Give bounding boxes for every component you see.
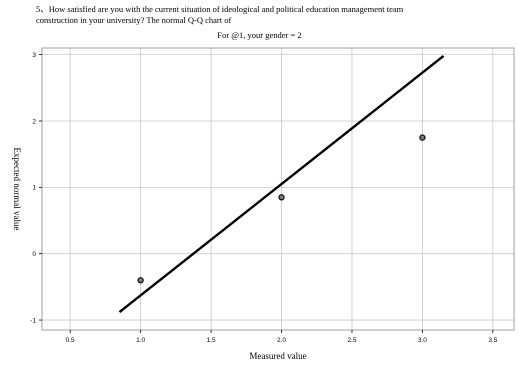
chart-title-line-2: construction in your university? The nor…: [36, 15, 232, 25]
y-tick-label: 2: [32, 118, 36, 125]
x-tick-label: 2.0: [277, 337, 286, 344]
x-axis-title: Measured value: [249, 351, 306, 361]
y-tick-label: 0: [32, 251, 36, 258]
x-tick-label: 2.5: [347, 337, 356, 344]
chart-subtitle: For @1, your gender = 2: [217, 30, 302, 40]
x-tick-label: 1.0: [136, 337, 145, 344]
x-tick-label: 0.5: [66, 337, 75, 344]
grid-layer: [42, 48, 514, 330]
x-tick-label: 3.0: [418, 337, 427, 344]
reference-line: [118, 55, 445, 314]
y-tick-label: -1: [30, 317, 36, 324]
y-tick-label: 3: [32, 52, 36, 59]
plot-frame: [41, 47, 515, 331]
data-point: [137, 277, 144, 284]
x-tick-label: 1.5: [207, 337, 216, 344]
chart-title-line-1: 5、How satisfied are you with the current…: [36, 4, 404, 14]
y-tick-label: 1: [32, 185, 36, 192]
data-point: [419, 134, 426, 141]
chart-title-block: 5、How satisfied are you with the current…: [0, 0, 519, 48]
data-point: [278, 194, 285, 201]
tick-layer: 0.5 1.0 1.5 2.0 2.5 3.0 3.5 -1 0 1 2 3: [30, 52, 498, 344]
x-tick-label: 3.5: [488, 337, 497, 344]
mark-layer: [118, 55, 445, 314]
y-axis-title: Expected normal value: [12, 148, 22, 231]
